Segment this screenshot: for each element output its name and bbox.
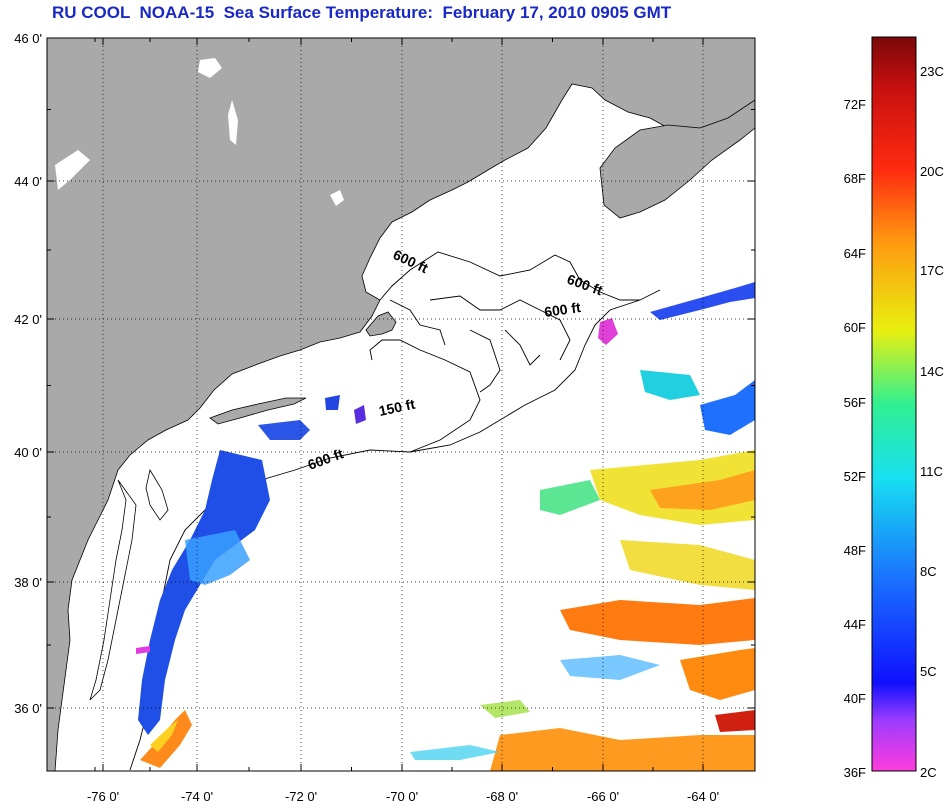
celsius-label: 14C xyxy=(920,364,944,379)
sst-slope-patch xyxy=(700,380,755,435)
lake xyxy=(55,150,90,190)
lon-label: -70 0' xyxy=(386,789,418,804)
celsius-label: 23C xyxy=(920,64,944,79)
contour-label: 150 ft xyxy=(377,396,416,419)
fahrenheit-label: 72F xyxy=(844,97,866,112)
sst-coastal-cold-band xyxy=(138,450,270,735)
fahrenheit-label: 44F xyxy=(844,617,866,632)
lake xyxy=(330,190,344,206)
sst-offshore-band xyxy=(715,710,755,732)
lake xyxy=(198,58,222,78)
chesapeake-bay xyxy=(89,479,137,701)
sst-offshore-band xyxy=(480,700,530,718)
fahrenheit-label: 52F xyxy=(844,469,866,484)
lake xyxy=(228,100,238,145)
lon-label: -72 0' xyxy=(285,789,317,804)
lat-label: 42 0' xyxy=(14,312,42,327)
celsius-label: 2C xyxy=(920,765,937,780)
sst-warm-shelf-edge xyxy=(150,720,178,752)
fahrenheit-label: 36F xyxy=(844,765,866,780)
sst-offshore-band xyxy=(410,745,500,760)
map-title: RU COOL NOAA-15 Sea Surface Temperature:… xyxy=(52,3,672,22)
sst-offshore-band xyxy=(620,540,755,590)
lon-label: -64 0' xyxy=(687,789,719,804)
lon-label: -74 0' xyxy=(181,789,213,804)
lat-label: 44 0' xyxy=(14,174,42,189)
lon-label: -66 0' xyxy=(587,789,619,804)
map-area xyxy=(47,38,755,771)
colorbar-fahrenheit-labels: 72F 68F 64F 60F 56F 52F 48F 44F 40F 36F xyxy=(844,97,866,780)
nova-scotia xyxy=(599,99,755,219)
lat-label: 38 0' xyxy=(14,575,42,590)
sst-offshore-band xyxy=(560,655,660,680)
long-island xyxy=(209,397,307,425)
lon-label: -76 0' xyxy=(87,789,119,804)
longitude-labels: -76 0' -74 0' -72 0' -70 0' -68 0' -66 0… xyxy=(87,789,719,804)
fahrenheit-label: 40F xyxy=(844,691,866,706)
sst-offshore-band xyxy=(680,648,755,700)
colorbar: 72F 68F 64F 60F 56F 52F 48F 44F 40F 36F … xyxy=(844,36,944,780)
cape-cod xyxy=(365,311,397,337)
latitude-labels: 46 0' 44 0' 42 0' 40 0' 38 0' 36 0' xyxy=(14,31,42,716)
sst-offshore-band xyxy=(650,470,755,510)
sst-coastal-cool-patch xyxy=(185,530,250,585)
celsius-label: 20C xyxy=(920,164,944,179)
sst-li-shelf xyxy=(258,420,310,440)
sst-offshore-band xyxy=(540,480,600,515)
sst-gom-patch xyxy=(354,405,366,424)
lat-label: 36 0' xyxy=(14,701,42,716)
fahrenheit-label: 48F xyxy=(844,543,866,558)
map-frame xyxy=(46,37,756,772)
sst-slope-patch xyxy=(640,370,700,400)
fahrenheit-label: 56F xyxy=(844,395,866,410)
colorbar-gradient xyxy=(871,36,917,772)
lat-label: 46 0' xyxy=(14,31,42,46)
sst-satellite-data xyxy=(136,282,755,771)
sst-nova-scotia-band xyxy=(650,282,755,320)
celsius-label: 11C xyxy=(920,464,943,479)
colorbar-celsius-labels: 23C 20C 17C 14C 11C 8C 5C 2C xyxy=(920,64,944,780)
celsius-label: 8C xyxy=(920,564,937,579)
lon-label: -68 0' xyxy=(486,789,518,804)
fahrenheit-label: 64F xyxy=(844,246,866,261)
fahrenheit-label: 68F xyxy=(844,171,866,186)
sst-offshore-band xyxy=(490,728,755,771)
frame-ticks xyxy=(47,37,755,772)
celsius-label: 5C xyxy=(920,664,937,679)
delaware-bay xyxy=(145,468,169,521)
sst-offshore-band xyxy=(560,598,755,645)
celsius-label: 17C xyxy=(920,263,944,278)
sst-magenta-spot xyxy=(136,646,150,654)
sst-gom-patch xyxy=(325,395,340,410)
lat-label: 40 0' xyxy=(14,445,42,460)
contour-label: 600 ft xyxy=(543,299,582,320)
fahrenheit-label: 60F xyxy=(844,320,866,335)
